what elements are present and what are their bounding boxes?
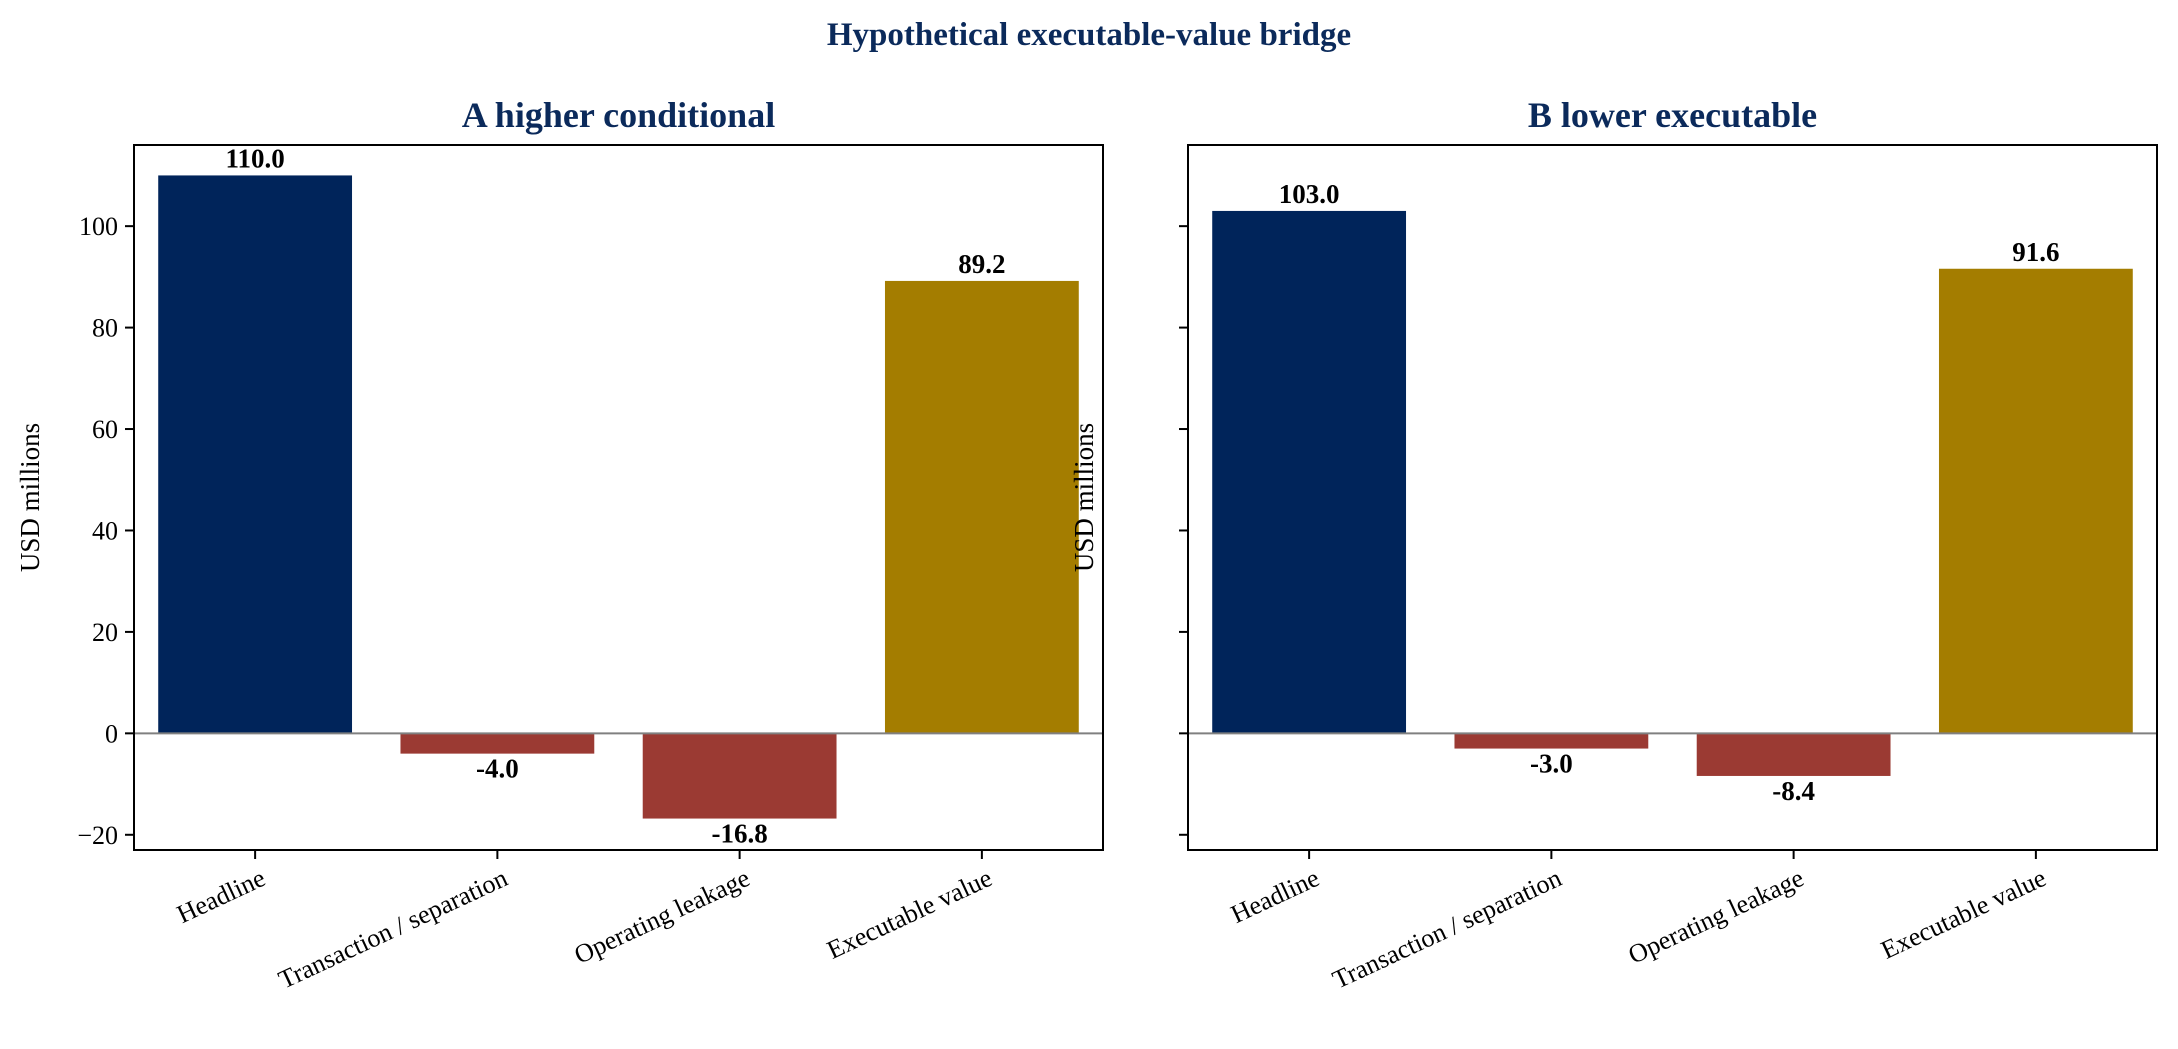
x-tick-label: Operating leakage <box>570 863 754 970</box>
y-tick-label: 100 <box>79 212 118 241</box>
bar-value-label: -16.8 <box>712 819 768 849</box>
bar <box>1454 733 1649 749</box>
bar <box>158 175 353 734</box>
figure-title: Hypothetical executable-value bridge <box>827 17 1351 53</box>
bar <box>642 733 837 819</box>
bar-value-label: 103.0 <box>1279 179 1340 209</box>
axes-frame <box>133 144 1104 851</box>
bar-value-label: -4.0 <box>476 754 519 784</box>
axes-frame <box>1187 144 2158 851</box>
bar <box>1938 268 2133 734</box>
y-axis-label: USD millions <box>15 423 45 572</box>
bar <box>1212 210 1407 734</box>
bar-value-label: -3.0 <box>1530 749 1573 779</box>
x-tick-label: Executable value <box>1877 863 2051 965</box>
y-tick-label: −20 <box>77 821 118 850</box>
y-tick-label: 20 <box>92 618 118 647</box>
y-axis-label: USD millions <box>1069 423 1099 572</box>
y-tick-label: 80 <box>92 314 118 343</box>
bar-value-label: -8.4 <box>1772 776 1815 806</box>
x-tick-label: Transaction / separation <box>274 863 512 994</box>
x-tick-label: Executable value <box>823 863 997 965</box>
x-tick-label: Headline <box>1226 863 1323 929</box>
bar-value-label: 110.0 <box>225 143 284 173</box>
chart-panel-b: B lower executable USD millions 103.0 Headl… <box>1069 95 2158 995</box>
x-tick-label: Headline <box>172 863 269 929</box>
panel-title: A higher conditional <box>462 95 775 135</box>
chart-panel-a: A higher conditional USD millions −20 0 20 40… <box>15 95 1104 995</box>
x-tick-label: Transaction / separation <box>1328 863 1566 994</box>
bar <box>884 280 1079 734</box>
x-tick-label: Operating leakage <box>1624 863 1808 970</box>
bar-value-label: 89.2 <box>958 249 1005 279</box>
bar-value-label: 91.6 <box>2012 237 2059 267</box>
panel-title: B lower executable <box>1528 95 1817 135</box>
bar <box>1696 733 1891 776</box>
y-tick-label: 60 <box>92 415 118 444</box>
y-tick-label: 0 <box>105 719 118 748</box>
y-tick-label: 40 <box>92 516 118 545</box>
bar <box>400 733 595 754</box>
